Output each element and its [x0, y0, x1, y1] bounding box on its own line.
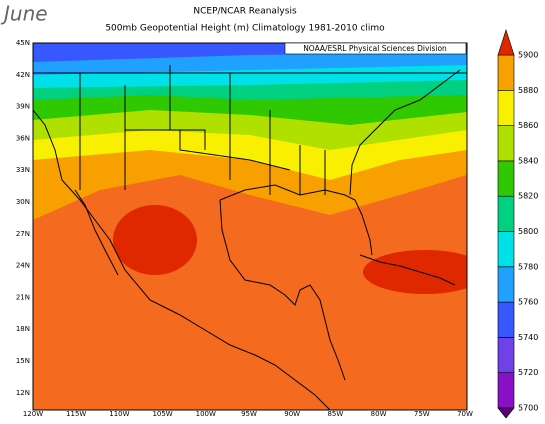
colorbar: 5700 5720 5740 5760 5780 5800 5820 5840 5860 5880… [497, 29, 538, 419]
coastlines [33, 65, 467, 410]
title: NCEP/NCAR Reanalysis [193, 7, 297, 17]
plot-frame [32, 42, 468, 411]
longitude-label: 100W [196, 410, 216, 418]
colorbar-box [497, 90, 515, 126]
latitude-label: 24N [16, 262, 30, 270]
latitude-label: 27N [16, 230, 30, 238]
longitude-label: 75W [414, 410, 430, 418]
colorbar-label: 5700 [518, 404, 538, 413]
longitude-label: 110W [109, 410, 129, 418]
colorbar-label: 5720 [518, 368, 538, 377]
latitude-label: 39N [16, 103, 30, 111]
credit-box [284, 42, 467, 55]
latitude-label: 12N [16, 389, 30, 397]
colorbar-box [497, 125, 515, 162]
colorbar-label: 5840 [518, 156, 538, 165]
colorbar-label: 5780 [518, 262, 538, 271]
colorbar-label: 5740 [518, 333, 538, 342]
longitude-label: 90W [284, 410, 300, 418]
latitude-label: 33N [16, 166, 30, 174]
longitude-label: 80W [371, 410, 387, 418]
colorbar-box [497, 54, 515, 91]
latitude-label: 45N [16, 39, 30, 47]
colorbar-label: 5880 [518, 86, 538, 95]
height-field [33, 43, 467, 410]
longitude-label: 105W [152, 410, 172, 418]
credit: NOAA/ESRL Physical Sciences Division [303, 44, 447, 53]
longitude-label: 70W [457, 410, 473, 418]
latitude-label: 21N [16, 293, 30, 301]
month-label: June [0, 2, 48, 26]
field-maximum [113, 205, 197, 275]
colorbar-arrow [497, 29, 515, 56]
colorbar-label: 5800 [518, 227, 538, 236]
colorbar-box [497, 372, 515, 409]
colorbar-label: 5860 [518, 121, 538, 130]
colorbar-label: 5820 [518, 192, 538, 201]
colorbar-box [497, 160, 515, 197]
colorbar-box [497, 195, 515, 232]
longitude-label: 120W [23, 410, 43, 418]
field-maximum [363, 250, 467, 294]
longitude-label: 95W [241, 410, 257, 418]
colorbar-box [497, 266, 515, 303]
latitude-label: 15N [16, 357, 30, 365]
colorbar-label: 5900 [518, 51, 538, 60]
latitude-label: 36N [16, 134, 30, 142]
colorbar-box [497, 301, 515, 338]
longitude-label: 85W [327, 410, 343, 418]
latitude-label: 42N [16, 71, 30, 79]
latitude-label: 18N [16, 325, 30, 333]
subtitle: 500mb Geopotential Height (m) Climatolog… [105, 24, 385, 34]
longitude-label: 115W [66, 410, 86, 418]
colorbar-arrow [497, 407, 515, 419]
latitude-label: 30N [16, 198, 30, 206]
colorbar-label: 5760 [518, 298, 538, 307]
colorbar-box [497, 337, 515, 373]
colorbar-box [497, 231, 515, 268]
